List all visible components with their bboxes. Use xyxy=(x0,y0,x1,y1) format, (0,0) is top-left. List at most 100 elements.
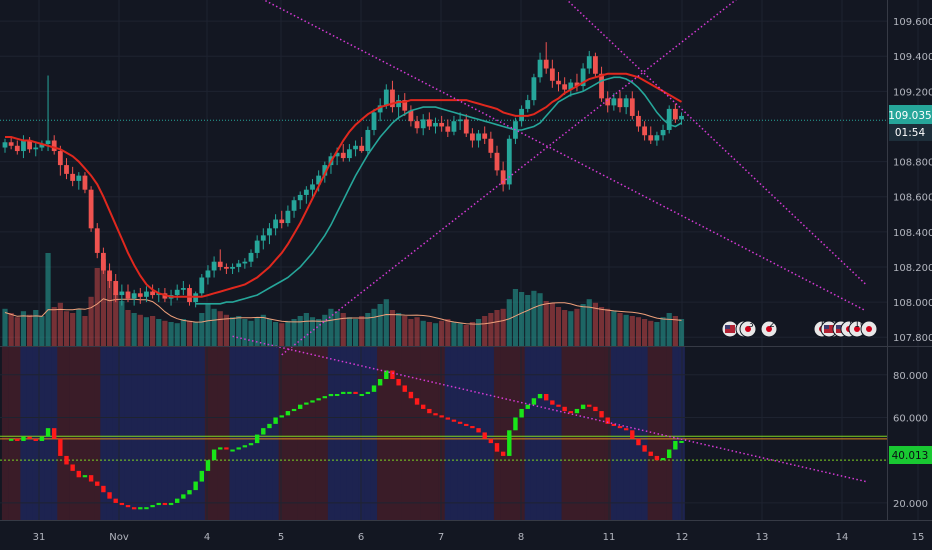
volume-bar xyxy=(648,320,654,346)
event-icon: 3 xyxy=(739,320,757,338)
event-icon-dot xyxy=(766,326,772,332)
oscillator-band xyxy=(26,347,33,520)
candle-body xyxy=(531,77,537,101)
candle-body xyxy=(593,56,598,74)
candle-body xyxy=(224,266,229,269)
oscillator-bar xyxy=(457,421,463,424)
volume-bar xyxy=(2,308,8,346)
volume-bar xyxy=(586,299,592,346)
candle-body xyxy=(27,140,32,150)
candle-body xyxy=(494,152,500,171)
oscillator-band xyxy=(407,347,415,520)
volume-bar xyxy=(420,320,426,346)
oscillator-bar xyxy=(464,423,469,427)
candle-body xyxy=(549,68,555,81)
price-tick-label: 107.800 xyxy=(893,333,932,344)
oscillator-band xyxy=(420,347,427,520)
volume-bar xyxy=(611,311,617,346)
candle-body xyxy=(260,235,266,241)
volume-bar xyxy=(519,292,525,346)
volume-bar xyxy=(279,323,285,346)
time-tick-label: 13 xyxy=(756,532,769,543)
oscillator-bar xyxy=(408,391,414,399)
candle-body xyxy=(131,293,137,299)
candle-body xyxy=(39,144,45,148)
volume-bar xyxy=(414,317,420,346)
price-axis[interactable]: 109.600 109.400 109.200 108.800 108.600 108.4… xyxy=(893,17,932,344)
oscillator-value-label: 40.013 xyxy=(892,450,929,462)
volume-bar xyxy=(285,320,291,346)
candle-body xyxy=(636,115,641,127)
volume-bar xyxy=(137,314,143,346)
candle-body xyxy=(414,121,420,129)
oscillator-band xyxy=(334,347,341,520)
oscillator-band xyxy=(580,347,587,520)
oscillator-band xyxy=(155,347,163,520)
volume-bar xyxy=(445,319,451,346)
price-tick-label: 108.800 xyxy=(893,158,932,169)
candle-body xyxy=(94,228,100,253)
candle-body xyxy=(457,119,463,122)
volume-bar xyxy=(389,310,396,346)
time-tick-label: 31 xyxy=(33,532,46,543)
volume-bar xyxy=(469,322,475,346)
oscillator-bar xyxy=(648,451,653,456)
oscillator-band xyxy=(530,347,538,520)
oscillator-bar xyxy=(168,502,174,506)
volume-bar xyxy=(106,274,113,346)
candle-body xyxy=(199,277,205,294)
oscillator-band xyxy=(518,347,525,520)
time-axis[interactable]: 31 Nov 4 5 6 7 8 11 12 13 14 15 xyxy=(33,532,925,543)
oscillator-band xyxy=(241,347,249,520)
oscillator-band xyxy=(635,347,642,520)
volume-bar xyxy=(617,313,623,346)
volume-bar xyxy=(475,319,482,346)
oscillator-axis[interactable]: 80.000 60.000 20.000 xyxy=(893,371,928,510)
candle-body xyxy=(433,122,438,127)
event-icons[interactable]: 232144810 xyxy=(721,320,878,338)
oscillator-band xyxy=(1,347,9,520)
candle-body xyxy=(291,200,297,211)
candle-body xyxy=(574,82,580,87)
oscillator-bar xyxy=(593,406,598,412)
volume-bar xyxy=(365,313,371,346)
event-icon-label: 2 xyxy=(769,320,775,330)
volume-bar xyxy=(494,310,500,346)
current-price-label: 109.035 xyxy=(888,110,931,122)
moving-averages xyxy=(5,72,682,305)
volume-bar xyxy=(199,313,205,346)
volume-bar xyxy=(223,314,229,346)
candle-body xyxy=(408,110,414,122)
candle-body xyxy=(543,59,549,69)
candle-body xyxy=(76,175,82,181)
oscillator-bar xyxy=(224,447,229,450)
volume-bar xyxy=(168,322,174,346)
oscillator-bar xyxy=(150,505,155,508)
candle-body xyxy=(599,73,604,99)
candle-body xyxy=(310,184,315,190)
oscillator-bar xyxy=(316,398,321,401)
oscillator-band xyxy=(327,347,335,520)
candle-body xyxy=(33,147,39,150)
oscillator-bar xyxy=(414,398,420,405)
volume-bar xyxy=(131,313,137,346)
oscillator-band xyxy=(364,347,372,520)
trendlines[interactable] xyxy=(0,0,867,483)
candle-body xyxy=(205,270,211,278)
volume-bar xyxy=(254,317,260,346)
oscillator-bar xyxy=(125,505,131,508)
countdown-label: 01:54 xyxy=(895,127,926,139)
oscillator-bar xyxy=(181,494,186,499)
candle-body xyxy=(648,135,654,141)
oscillator xyxy=(0,370,887,510)
volume-bar xyxy=(439,320,445,346)
oscillator-band xyxy=(290,347,298,520)
volume-bar xyxy=(371,308,377,346)
oscillator-bar xyxy=(519,408,524,418)
oscillator-band xyxy=(561,347,569,520)
oscillator-band xyxy=(14,347,21,520)
candle-body xyxy=(119,291,125,296)
volume-bar xyxy=(635,317,642,346)
volume-bar xyxy=(512,289,519,346)
